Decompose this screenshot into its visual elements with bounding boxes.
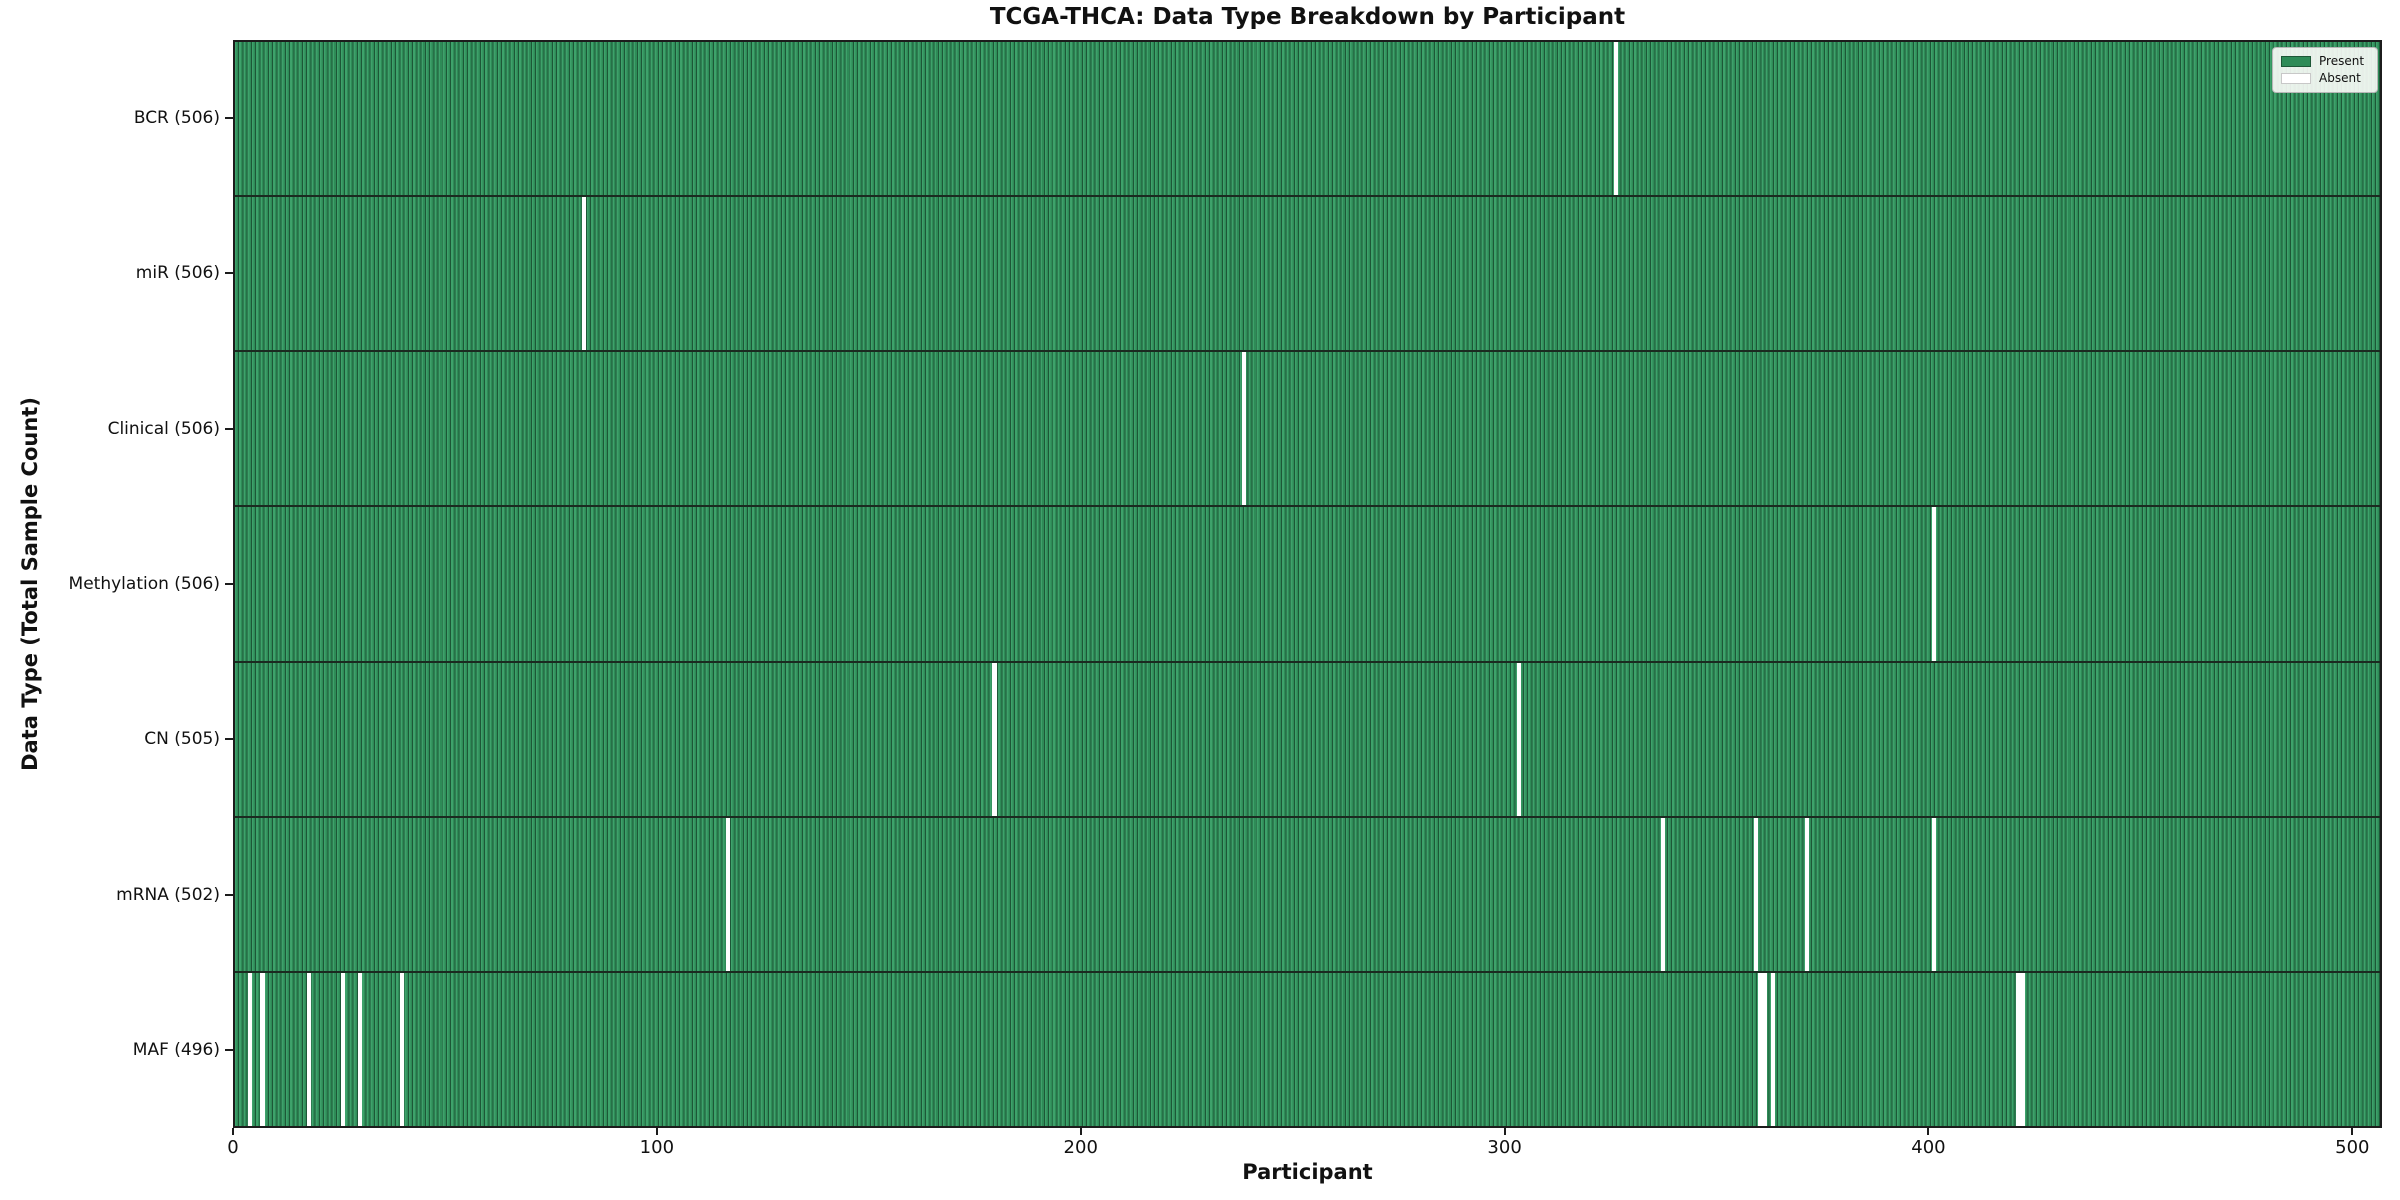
- absent-gap-mRNA-337: [1660, 817, 1665, 971]
- legend-entry-absent: Absent: [2281, 70, 2369, 87]
- absent-gap-MAF-363: [1770, 972, 1775, 1126]
- absent-gap-mRNA-371: [1804, 817, 1809, 971]
- x-tick-mark-200: [1079, 1128, 1082, 1135]
- x-tick-mark-300: [1503, 1128, 1506, 1135]
- x-tick-mark-500: [2351, 1128, 2354, 1135]
- x-tick-label-100: 100: [639, 1137, 675, 1158]
- y-tick-mark-MAF: [225, 1049, 233, 1052]
- absent-gap-CN-179: [992, 662, 997, 816]
- x-tick-label-400: 400: [1911, 1137, 1946, 1158]
- y-tick-mark-Methylation: [225, 583, 233, 585]
- legend-swatch-present: [2281, 56, 2311, 67]
- present-bars-MAF: [235, 972, 2380, 1126]
- present-bars-CN: [235, 662, 2380, 816]
- legend-entry-present: Present: [2281, 53, 2369, 70]
- y-tick-mark-mRNA: [225, 893, 233, 896]
- present-bars-Methylation: [235, 507, 2380, 661]
- absent-gap-MAF-39: [400, 972, 405, 1126]
- y-tick-label-MAF: MAF (496): [132, 1040, 220, 1061]
- x-tick-label-200: 200: [1063, 1137, 1098, 1158]
- absent-gap-MAF-29: [357, 972, 362, 1126]
- x-tick-mark-400: [1927, 1128, 1930, 1135]
- present-bars-miR: [235, 197, 2380, 351]
- legend-label-absent: Absent: [2319, 71, 2361, 85]
- absent-gap-MAF-17: [306, 972, 312, 1126]
- legend-label-present: Present: [2319, 54, 2365, 68]
- y-tick-label-miR: miR (506): [135, 263, 220, 284]
- absent-gap-BCR-326: [1614, 42, 1619, 196]
- absent-gap-Methylation-401: [1931, 507, 1936, 661]
- y-tick-label-mRNA: mRNA (502): [116, 884, 220, 905]
- y-tick-mark-Clinical: [225, 427, 233, 430]
- x-tick-label-500: 500: [2335, 1137, 2370, 1158]
- x-tick-mark-100: [655, 1128, 658, 1135]
- absent-gap-MAF-360: [1758, 972, 1763, 1126]
- legend: Present Absent: [2272, 47, 2378, 93]
- row-CN: [235, 662, 2380, 818]
- x-tick-label-0: 0: [227, 1137, 239, 1158]
- y-tick-label-CN: CN (505): [144, 729, 220, 750]
- row-Methylation: [235, 507, 2380, 663]
- absent-gap-MAF-3: [247, 972, 252, 1126]
- absent-gap-MAF-6: [260, 972, 265, 1126]
- absent-gap-mRNA-116: [725, 817, 730, 971]
- x-axis-label: Participant: [1242, 1160, 1373, 1184]
- x-tick-label-300: 300: [1487, 1137, 1522, 1158]
- y-tick-label-BCR: BCR (506): [133, 107, 220, 128]
- x-tick-mark-0: [232, 1128, 234, 1135]
- plot-area: [233, 40, 2382, 1128]
- present-bars-BCR: [235, 42, 2380, 196]
- absent-gap-MAF-422: [2020, 972, 2025, 1126]
- y-tick-mark-miR: [225, 272, 233, 275]
- row-mRNA: [235, 817, 2380, 973]
- absent-gap-MAF-421: [2016, 972, 2021, 1126]
- absent-gap-Clinical-238: [1241, 352, 1247, 506]
- x-axis: 0 100 200 300 400 500: [227, 1128, 2382, 1168]
- absent-gap-MAF-361: [1762, 972, 1767, 1126]
- y-tick-mark-BCR: [225, 116, 233, 119]
- present-bars-mRNA: [235, 817, 2380, 971]
- present-bars-Clinical: [235, 352, 2380, 506]
- y-tick-label-Clinical: Clinical (506): [107, 418, 220, 439]
- absent-gap-MAF-25: [340, 972, 345, 1126]
- y-tick-label-Methylation: Methylation (506): [68, 574, 220, 594]
- row-BCR: [235, 42, 2380, 198]
- chart-title: TCGA-THCA: Data Type Breakdown by Partic…: [989, 4, 1626, 30]
- row-Clinical: [235, 352, 2380, 508]
- row-miR: [235, 197, 2380, 353]
- absent-gap-CN-303: [1516, 662, 1522, 816]
- y-tick-mark-CN: [225, 738, 233, 741]
- row-MAF: [235, 972, 2380, 1126]
- absent-gap-miR-82: [581, 197, 587, 351]
- legend-swatch-absent: [2281, 73, 2311, 84]
- absent-gap-mRNA-401: [1931, 817, 1936, 971]
- absent-gap-mRNA-359: [1753, 817, 1759, 971]
